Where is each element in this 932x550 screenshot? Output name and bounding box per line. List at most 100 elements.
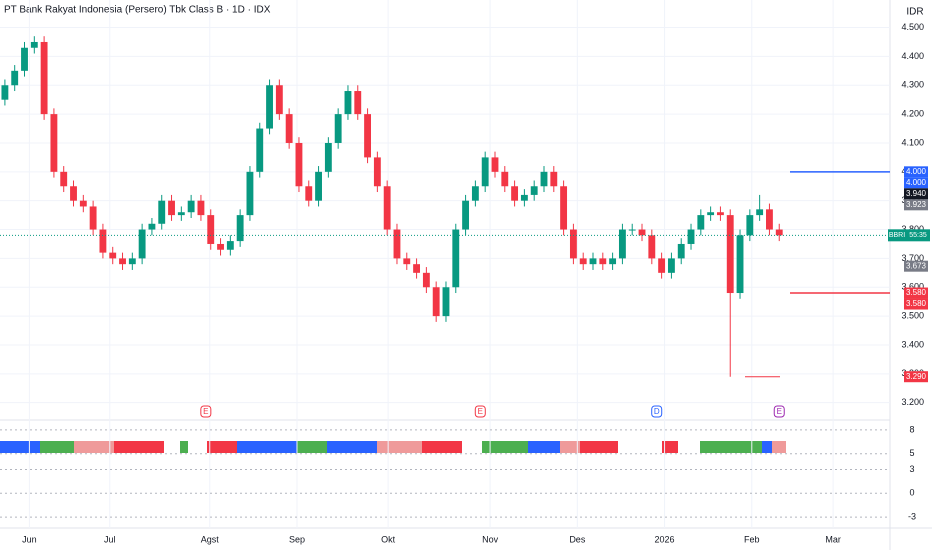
y-tick-label: 4.300 — [901, 80, 924, 90]
x-tick-label: Agst — [201, 534, 220, 544]
candle-body — [266, 85, 273, 129]
candle-body — [158, 200, 166, 224]
candle-body — [354, 91, 362, 115]
x-tick-label: Mar — [825, 534, 841, 544]
candle-body — [677, 243, 685, 259]
x-tick-label: Jun — [22, 534, 37, 544]
candle-body — [383, 186, 391, 230]
price-tag-label: 3.923 — [906, 200, 927, 209]
candle-body — [697, 215, 705, 230]
price-tag-label: 4.000 — [906, 178, 927, 187]
candle-body — [481, 157, 489, 187]
candle-body — [599, 258, 607, 265]
event-label: D — [654, 407, 660, 416]
candle-body — [138, 229, 146, 259]
candle-body — [168, 200, 175, 216]
event-label: E — [777, 407, 782, 416]
y-tick-label: 3.400 — [901, 339, 924, 349]
price-tag — [904, 199, 928, 211]
event-marker — [474, 405, 486, 418]
y2-tick-label: 5 — [909, 448, 914, 458]
event-marker — [651, 405, 663, 418]
candle-body — [373, 157, 381, 187]
candle-body — [628, 229, 636, 231]
candle-body — [579, 258, 587, 265]
candle-body — [334, 114, 342, 143]
y-tick-label: 3.600 — [901, 282, 924, 292]
x-tick-label: Jul — [104, 534, 116, 544]
candle-body — [638, 229, 646, 236]
candle-body — [364, 114, 371, 158]
candle-body — [569, 229, 577, 259]
candle-body — [589, 258, 597, 265]
x-tick-label: Feb — [744, 534, 760, 544]
y-tick-label: 4.100 — [901, 137, 924, 147]
candle-body — [324, 142, 332, 172]
y-tick-label: 4.200 — [901, 108, 924, 118]
candle-body — [295, 142, 303, 187]
event-label: E — [478, 407, 483, 416]
candle-body — [462, 200, 470, 230]
candle-body — [609, 258, 617, 265]
candle-body — [89, 206, 97, 230]
event-label: E — [203, 407, 208, 416]
event-marker — [773, 405, 785, 418]
candle-body — [99, 229, 107, 253]
price-tag — [904, 260, 928, 272]
y-tick-label: 3.700 — [901, 253, 924, 263]
candle-body — [511, 186, 519, 201]
price-tag-label: 3.580 — [906, 299, 927, 308]
candle-body — [30, 41, 38, 48]
candle-body — [520, 194, 528, 201]
candle-body — [501, 171, 509, 187]
candle-body — [11, 70, 19, 86]
last-price-tag — [888, 229, 930, 242]
candle-body — [109, 252, 117, 259]
y2-tick-label: 8 — [909, 424, 914, 434]
candle-body — [726, 215, 734, 294]
price-tag-label: 3.580 — [906, 288, 927, 297]
price-tag — [904, 298, 928, 310]
candle-body — [707, 212, 715, 216]
candle-body — [79, 200, 87, 207]
candle-body — [716, 212, 724, 216]
y-tick-label: 4.400 — [901, 51, 924, 61]
candle-body — [246, 171, 254, 216]
y-tick-label: 4.500 — [901, 22, 924, 32]
candle-body — [560, 186, 568, 230]
candle-body — [618, 229, 626, 259]
price-tag-label: 3.940 — [906, 189, 927, 198]
candle-body — [177, 212, 185, 216]
candle-body — [305, 186, 313, 201]
indicator-strip — [0, 441, 786, 453]
countdown: 55:35 — [909, 232, 927, 239]
candle-body — [550, 171, 558, 187]
candle-body — [217, 243, 224, 250]
candle-body — [687, 229, 695, 244]
symbol: BBRI — [889, 232, 905, 239]
x-tick-label: Nov — [482, 534, 499, 544]
y2-tick-label: 3 — [909, 464, 914, 474]
candle-body — [452, 229, 460, 288]
x-tick-label: 2026 — [655, 534, 675, 544]
candle-body — [746, 215, 754, 236]
y-tick-label: 3.200 — [901, 397, 924, 407]
price-tag — [904, 177, 928, 189]
price-tag — [904, 287, 928, 299]
y-tick-label: 3.800 — [901, 224, 924, 234]
y2-tick-label: 0 — [909, 488, 914, 498]
candle-body — [756, 209, 764, 216]
candle-body — [413, 264, 421, 273]
y-tick-label: 3.500 — [901, 310, 924, 320]
candle-body — [540, 171, 548, 187]
candle-body — [50, 114, 58, 172]
candle-body — [403, 258, 411, 265]
candle-body — [766, 209, 773, 230]
chart-title: PT Bank Rakyat Indonesia (Persero) Tbk C… — [4, 5, 271, 16]
candle-body — [393, 229, 401, 259]
candle-body — [775, 229, 783, 236]
x-tick-label: Des — [569, 534, 586, 544]
candle-body — [344, 91, 352, 115]
